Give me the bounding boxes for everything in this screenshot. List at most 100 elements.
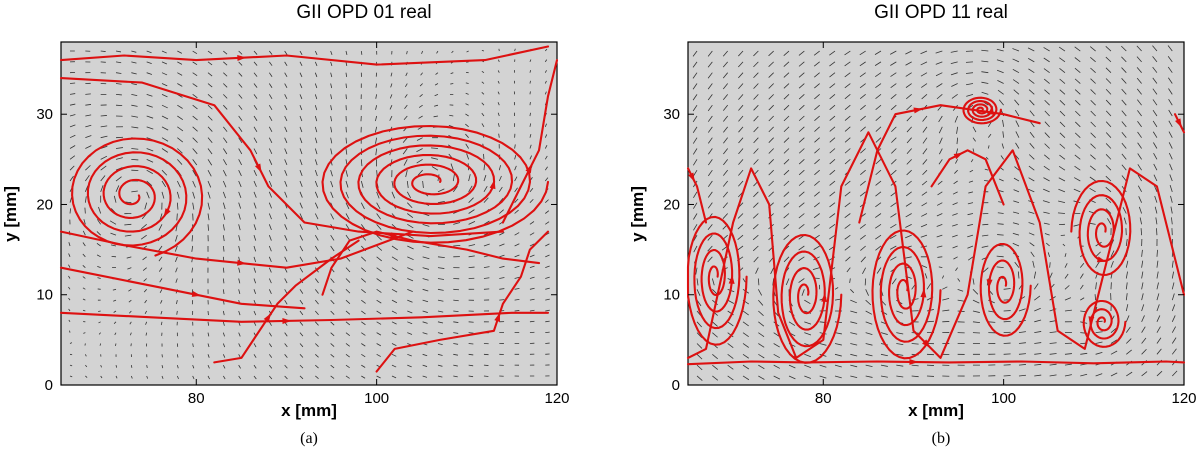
panel-b-vector: [1153, 174, 1158, 182]
panel-a-vector: [268, 104, 273, 111]
panel-a-vector: [85, 175, 90, 182]
panel-a-vector: [268, 267, 272, 273]
panel-b-vector: [865, 375, 873, 378]
panel-a-vector: [431, 147, 438, 149]
panel-a-vector: [222, 267, 225, 273]
panel-b-vector: [1153, 163, 1158, 171]
panel-b-vector: [1121, 78, 1127, 84]
panel-b-vector: [758, 375, 765, 380]
panel-a-vector: [402, 137, 408, 143]
panel-b-vector: [1171, 293, 1175, 301]
panel-a-streamline-arrow: [237, 259, 247, 266]
panel-a-vector: [407, 278, 414, 282]
panel-a-vector: [361, 278, 367, 283]
panel-a-vector: [498, 165, 501, 171]
panel-b-vector: [1169, 163, 1173, 171]
panel-b-vector: [859, 224, 866, 229]
panel-b-vector: [936, 83, 943, 88]
panel-b-vector: [849, 278, 851, 283]
panel-b-vector: [954, 169, 958, 174]
panel-a-vector: [82, 309, 86, 312]
panel-b-vortex-streamline-arrow: [821, 292, 828, 302]
panel-b-vector: [956, 148, 959, 154]
panel-a-vector: [207, 321, 210, 326]
panel-b-vector: [814, 115, 820, 121]
panel-a-vector: [497, 123, 500, 127]
panel-b-vector: [783, 104, 790, 111]
panel-a-vector: [82, 230, 86, 236]
panel-b-vector: [1080, 352, 1088, 355]
panel-b-vector: [773, 343, 780, 348]
panel-a-vector: [222, 159, 227, 166]
panel-b-vector: [1126, 338, 1132, 344]
panel-a-vector: [465, 123, 469, 128]
panel-b-vector: [906, 126, 912, 133]
panel-b-vector: [1125, 293, 1128, 301]
panel-a-vector: [376, 213, 382, 220]
panel-a-vector: [223, 126, 228, 132]
panel-a-vector: [434, 93, 439, 97]
panel-a-vector: [465, 103, 469, 106]
panel-b-vector: [890, 94, 897, 100]
panel-b-vector: [1049, 272, 1053, 279]
panel-a-vector: [450, 163, 454, 171]
panel-b-vector: [1012, 58, 1020, 63]
panel-b-vector: [707, 50, 713, 57]
panel-b-vector: [753, 148, 759, 154]
panel-a-vector: [131, 148, 139, 150]
panel-a-vector: [68, 242, 71, 247]
panel-a-vector: [529, 298, 535, 301]
panel-b-vector: [783, 148, 790, 154]
panel-b-vector: [911, 343, 919, 345]
panel-b-vector: [1095, 373, 1103, 377]
panel-b-vector: [890, 169, 897, 176]
panel-a-vector: [144, 310, 148, 315]
panel-a-vector: [422, 364, 428, 367]
panel-a-vector: [498, 59, 500, 63]
panel-b-vector: [1028, 78, 1035, 84]
panel-a-vector: [314, 137, 318, 144]
panel-a-vector: [375, 83, 378, 88]
panel-a-vector: [192, 180, 196, 188]
panel-a-vector: [499, 277, 505, 279]
panel-b-vector: [1013, 177, 1020, 182]
panel-a-vector: [345, 213, 350, 220]
panel-a-vector: [268, 61, 273, 66]
panel-b-vector: [758, 353, 765, 359]
panel-a-vector: [376, 353, 381, 357]
panel-b-vector: [905, 213, 912, 218]
panel-b-vector: [1152, 66, 1158, 73]
panel-a-vector: [376, 321, 382, 325]
panel-b-vector: [844, 50, 851, 56]
panel-b-vector: [798, 126, 805, 132]
panel-a-vector: [404, 94, 408, 98]
panel-b-vector: [985, 156, 989, 160]
panel-a-vector: [330, 321, 335, 326]
panel-a-vector: [222, 278, 225, 284]
panel-b-vector: [738, 126, 744, 133]
panel-a-vector: [437, 332, 443, 335]
panel-a-vector: [376, 343, 382, 347]
panel-b-vector: [1156, 337, 1162, 344]
panel-a-vector: [284, 245, 288, 252]
panel-a-vector: [330, 332, 335, 337]
panel-b-vector: [1012, 68, 1020, 74]
panel-a-vector: [299, 234, 304, 241]
panel-b-vector: [865, 353, 873, 357]
panel-a-vector: [253, 115, 258, 121]
panel-a-vector: [161, 50, 167, 54]
panel-a-vector: [284, 126, 288, 133]
panel-b-vector: [1137, 185, 1142, 193]
panel-b-vector: [1049, 353, 1057, 355]
panel-b-vector: [1013, 200, 1020, 204]
panel-a-vector: [98, 332, 101, 335]
panel-a-vector: [499, 299, 505, 301]
panel-b-vector: [905, 191, 912, 197]
panel-b-vector: [1057, 212, 1065, 214]
panel-a-vector: [223, 94, 228, 99]
panel-a-vector: [299, 202, 303, 209]
panel-a-vector: [253, 83, 258, 88]
panel-b-vector: [722, 83, 728, 90]
panel-a-vector: [376, 245, 383, 251]
panel-a-streamlines: [59, 45, 559, 373]
